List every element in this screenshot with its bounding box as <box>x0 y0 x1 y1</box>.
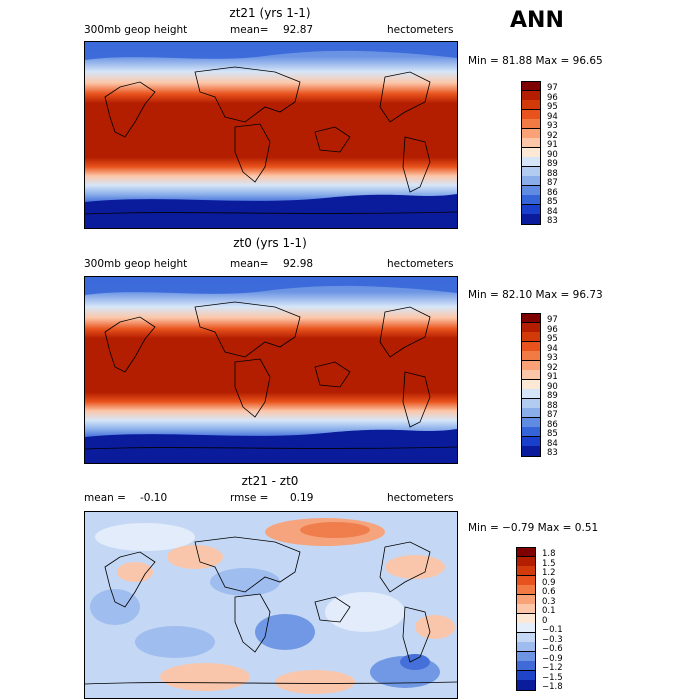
colorbar-tick: −0.3 <box>542 634 563 645</box>
colorbar-tick: 91 <box>547 372 558 382</box>
panel-1-units: hectometers <box>387 24 454 36</box>
panel-2-colorbar: 97 96 95 94 93 92 91 90 89 88 87 86 85 8… <box>521 313 581 458</box>
colorbar-tick: 93 <box>547 121 558 131</box>
colorbar-tick: 96 <box>547 92 558 103</box>
panel-1-field <box>85 42 457 228</box>
panel-2-map <box>84 276 458 464</box>
colorbar-tick: −1.5 <box>542 672 563 683</box>
panel-3-mean-value: -0.10 <box>140 492 168 504</box>
colorbar-tick: 0.9 <box>542 577 556 588</box>
panel-3-mean-label: mean = <box>84 492 126 504</box>
panel-3-rmse-label: rmse = <box>230 492 269 504</box>
panel-2-mean-label: mean= <box>230 258 269 270</box>
colorbar-tick: 90 <box>547 149 558 160</box>
colorbar-tick: 85 <box>547 197 558 207</box>
colorbar-tick: 88 <box>547 168 558 179</box>
colorbar-tick: 95 <box>547 334 558 344</box>
season-label: ANN <box>510 8 564 33</box>
colorbar-tick: 84 <box>547 438 558 449</box>
colorbar-tick: 96 <box>547 324 558 335</box>
colorbar-tick: 84 <box>547 206 558 217</box>
colorbar-tick: 0.6 <box>542 587 556 597</box>
colorbar-tick: 0 <box>542 615 548 626</box>
colorbar-tick: −1.8 <box>542 682 563 692</box>
panel-1-minmax: Min = 81.88 Max = 96.65 <box>468 55 603 67</box>
colorbar-tick: 90 <box>547 381 558 392</box>
colorbar-tick: 91 <box>547 140 558 150</box>
colorbar-tick: 1.8 <box>542 549 556 559</box>
panel-1-mean-value: 92.87 <box>283 24 314 36</box>
colorbar-tick: 83 <box>547 216 558 226</box>
panel-3-minmax: Min = −0.79 Max = 0.51 <box>468 522 599 534</box>
panel-1-map <box>84 41 458 229</box>
colorbar-tick: 94 <box>547 343 558 354</box>
colorbar-tick: 97 <box>547 315 558 325</box>
colorbar-tick: −0.6 <box>542 644 563 654</box>
colorbar-frame <box>521 81 541 225</box>
panel-3-units: hectometers <box>387 492 454 504</box>
colorbar-tick: 97 <box>547 83 558 93</box>
colorbar-tick: −0.1 <box>542 625 563 635</box>
panel-2-variable-label: 300mb geop height <box>84 258 188 270</box>
colorbar-tick: 85 <box>547 429 558 439</box>
colorbar-tick: 0.1 <box>542 606 556 616</box>
panel-2-minmax: Min = 82.10 Max = 96.73 <box>468 289 603 301</box>
colorbar-tick: 94 <box>547 111 558 122</box>
colorbar-tick: 1.2 <box>542 568 556 578</box>
panel-3-rmse-value: 0.19 <box>290 492 314 504</box>
panel-1-title: zt21 (yrs 1-1) <box>229 6 311 20</box>
colorbar-frame <box>521 313 541 457</box>
colorbar-tick: 87 <box>547 410 558 420</box>
colorbar-tick: −0.9 <box>542 653 563 664</box>
panel-3-colorbar: 1.8 1.5 1.2 0.9 0.6 0.3 0.1 0 −0.1 −0.3 … <box>516 547 576 692</box>
panel-2-units: hectometers <box>387 258 454 270</box>
panel-3-map <box>84 511 458 699</box>
colorbar-tick: 92 <box>547 362 558 373</box>
colorbar-tick: 93 <box>547 353 558 363</box>
panel-1-colorbar: 97 96 95 94 93 92 91 90 89 88 87 86 85 8… <box>521 81 581 226</box>
panel-3-title: zt21 - zt0 <box>241 474 299 488</box>
panel-1-variable-label: 300mb geop height <box>84 24 188 36</box>
colorbar-tick: 1.5 <box>542 558 556 569</box>
panel-3-field <box>85 512 457 698</box>
colorbar-tick: 89 <box>547 159 558 169</box>
panel-2-mean-value: 92.98 <box>283 258 314 270</box>
colorbar-tick: 92 <box>547 130 558 141</box>
colorbar-tick: 87 <box>547 178 558 188</box>
colorbar-tick: 95 <box>547 102 558 112</box>
colorbar-tick: 89 <box>547 391 558 401</box>
panel-2-field <box>85 277 457 463</box>
colorbar-tick: 0.3 <box>542 596 556 607</box>
colorbar-frame <box>516 547 536 691</box>
colorbar-tick: 86 <box>547 187 558 198</box>
colorbar-tick: −1.2 <box>542 663 563 673</box>
panel-1-mean-label: mean= <box>230 24 269 36</box>
panel-2-title: zt0 (yrs 1-1) <box>233 236 307 250</box>
colorbar-tick: 86 <box>547 419 558 430</box>
colorbar-tick: 83 <box>547 448 558 458</box>
colorbar-tick: 88 <box>547 400 558 411</box>
